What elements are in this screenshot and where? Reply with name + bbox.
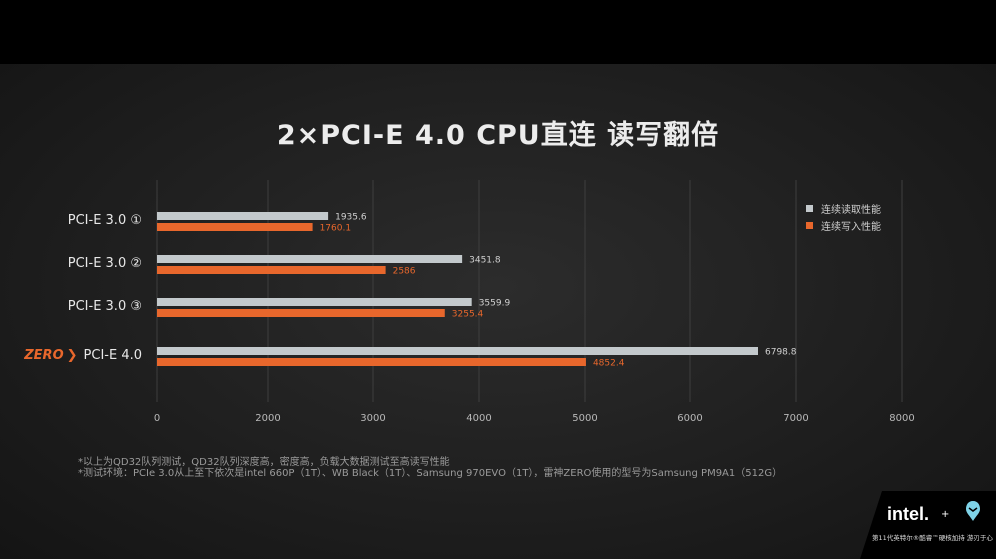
value-label-read: 3559.9	[479, 299, 511, 309]
x-tick-label: 7000	[783, 413, 808, 424]
intel-logo: intel.	[887, 504, 930, 524]
bar-read	[157, 347, 758, 355]
x-tick-label: 6000	[677, 413, 702, 424]
legend-label-write: 连续写入性能	[821, 222, 881, 233]
category-label: ZERO ❯ PCI-E 4.0	[0, 348, 142, 363]
legend: 连续读取性能 连续写入性能	[806, 200, 881, 234]
bar-read	[157, 255, 463, 263]
category-text: PCI-E 4.0	[83, 348, 142, 363]
category-label: PCI-E 3.0 ②	[67, 256, 142, 271]
chevron-right-icon: ❯	[66, 348, 78, 363]
value-label-write: 3255.4	[452, 310, 484, 320]
value-label-read: 6798.8	[765, 348, 797, 358]
bar-write	[157, 223, 313, 231]
category-label: PCI-E 3.0 ③	[67, 299, 142, 314]
x-tick-label: 4000	[466, 413, 491, 424]
x-tick-label: 5000	[572, 413, 597, 424]
legend-swatch-write	[806, 222, 813, 229]
bar-read	[157, 298, 472, 306]
legend-item-write: 连续写入性能	[806, 217, 881, 234]
x-tick-label: 3000	[360, 413, 385, 424]
legend-item-read: 连续读取性能	[806, 200, 881, 217]
x-tick-label: 0	[154, 413, 160, 424]
plus-sign: +	[941, 509, 950, 520]
badge-caption: 第11代英特尔®酷睿™硬核加持 游刃于心	[872, 534, 993, 542]
category-label: PCI-E 3.0 ①	[67, 213, 142, 228]
value-label-write: 2586	[393, 267, 416, 277]
value-label-write: 1760.1	[320, 224, 352, 234]
x-tick-label: 2000	[255, 413, 280, 424]
thunderobot-logo-icon	[966, 501, 980, 521]
chart-title: 2×PCI-E 4.0 CPU直连 读写翻倍	[276, 120, 720, 151]
value-label-read: 1935.6	[335, 213, 367, 223]
legend-swatch-read	[806, 205, 813, 212]
bar-write	[157, 266, 386, 274]
value-label-read: 3451.8	[469, 256, 501, 266]
footnote-2: *测试环境：PCIe 3.0从上至下依次是intel 660P（1T）、WB B…	[78, 468, 783, 479]
value-label-write: 4852.4	[593, 359, 625, 369]
legend-label-read: 连续读取性能	[821, 205, 881, 216]
bar-write	[157, 358, 586, 366]
bar-read	[157, 212, 329, 220]
bar-write	[157, 309, 445, 317]
footnote-1: *以上为QD32队列测试，QD32队列深度高，密度高，负载大数据测试至高读写性能	[78, 457, 450, 468]
x-tick-label: 8000	[889, 413, 914, 424]
zero-brand-label: ZERO	[24, 348, 64, 363]
